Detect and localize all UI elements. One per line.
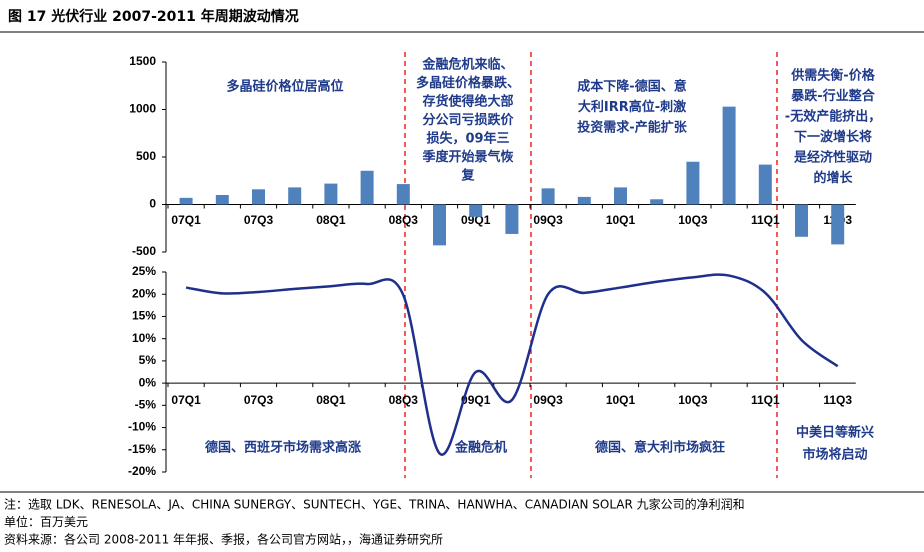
- y-tick-label: 25%: [132, 264, 156, 278]
- y-tick-label: -500: [132, 244, 156, 258]
- x-tick-label: 08Q1: [316, 393, 346, 407]
- x-tick-label: 10Q3: [678, 213, 708, 227]
- annotation: 金融危机: [454, 440, 507, 456]
- annotation: 多晶硅价格暴跌、: [416, 75, 520, 91]
- bar: [324, 183, 338, 205]
- y-tick-label: 15%: [132, 309, 156, 323]
- x-tick-label: 07Q1: [171, 393, 201, 407]
- bar: [614, 187, 627, 205]
- annotation: 市场将启动: [802, 447, 867, 463]
- bar: [179, 197, 193, 205]
- annotation: 复: [460, 168, 475, 184]
- x-tick-label: 09Q1: [461, 393, 491, 407]
- y-tick-label: -5%: [135, 398, 157, 412]
- footnote: 资料来源：各公司 2008-2011 年年报、季报，各公司官方网站，，海通证券研…: [4, 532, 443, 547]
- bar: [469, 204, 483, 217]
- x-tick-label: 11Q1: [751, 213, 780, 227]
- footnote: 注：选取 LDK、RENESOLA、JA、CHINA SUNERGY、SUNTE…: [4, 497, 745, 512]
- x-tick-label: 09Q3: [533, 213, 563, 227]
- annotation: 损失，09年三: [426, 131, 509, 147]
- x-tick-label: 07Q3: [244, 213, 274, 227]
- bar: [541, 188, 555, 205]
- y-tick-label: 500: [136, 149, 156, 163]
- bar: [758, 164, 772, 205]
- y-tick-label: -10%: [128, 420, 156, 434]
- x-tick-label: 08Q1: [316, 213, 346, 227]
- bar: [215, 195, 229, 205]
- y-tick-label: 10%: [132, 331, 156, 345]
- bar: [831, 204, 845, 245]
- y-tick-label: 0: [149, 197, 156, 211]
- annotation: 中美日等新兴: [796, 425, 874, 441]
- bar: [722, 106, 736, 205]
- x-tick-label: 09Q3: [533, 393, 563, 407]
- header-bg: [0, 0, 924, 32]
- y-tick-label: 5%: [139, 353, 157, 367]
- annotation: 下一波增长将: [794, 129, 872, 145]
- annotation: 暴跌-行业整合: [790, 88, 875, 104]
- x-tick-label: 10Q1: [606, 393, 636, 407]
- x-tick-label: 08Q3: [389, 213, 419, 227]
- annotation: 是经济性驱动: [793, 150, 872, 166]
- bar: [360, 170, 374, 205]
- bar: [650, 199, 664, 205]
- annotation: 多晶硅价格位居高位: [226, 79, 343, 95]
- bar: [433, 204, 446, 246]
- annotation: 大利IRR高位-刺激: [578, 99, 687, 115]
- annotation: 分公司亏损跌价: [422, 112, 514, 128]
- bar: [686, 161, 700, 205]
- figure-title: 图 17 光伏行业 2007-2011 年周期波动情况: [8, 8, 299, 25]
- bar: [396, 184, 410, 205]
- annotation: 成本下降-德国、意: [577, 79, 686, 95]
- y-tick-label: -15%: [128, 442, 156, 456]
- line-series: [185, 273, 839, 456]
- x-tick-label: 09Q1: [461, 213, 491, 227]
- y-tick-label: 1500: [129, 54, 156, 68]
- annotation: 的增长: [813, 170, 853, 186]
- x-tick-label: 07Q1: [171, 213, 201, 227]
- y-tick-label: 20%: [132, 286, 156, 300]
- x-tick-label: 11Q1: [751, 393, 780, 407]
- x-tick-label: 10Q3: [678, 393, 708, 407]
- bar: [795, 204, 808, 237]
- annotation: 德国、意大利市场疯狂: [595, 440, 725, 456]
- y-tick-label: 0%: [139, 375, 157, 389]
- x-tick-label: 11Q3: [823, 393, 852, 407]
- bar: [252, 189, 265, 205]
- y-tick-label: -20%: [128, 464, 156, 478]
- phase-dividers: [404, 52, 778, 478]
- bar: [577, 196, 591, 205]
- annotation: -无效产能挤出，: [785, 109, 881, 125]
- annotation: 金融危机来临、: [421, 57, 513, 73]
- annotation: 供需失衡-价格: [790, 68, 875, 84]
- y-tick-label: 1000: [129, 102, 156, 116]
- x-tick-label: 10Q1: [606, 213, 636, 227]
- annotation: 存货使得绝大部: [422, 94, 513, 110]
- bar: [505, 204, 519, 234]
- x-tick-label: 08Q3: [389, 393, 419, 407]
- annotation: 投资需求-产能扩张: [577, 120, 687, 136]
- annotation: 季度开始景气恢: [421, 149, 513, 165]
- x-tick-label: 07Q3: [244, 393, 274, 407]
- bar: [288, 187, 302, 205]
- footnote: 单位：百万美元: [4, 514, 88, 529]
- annotation: 德国、西班牙市场需求高涨: [205, 440, 361, 456]
